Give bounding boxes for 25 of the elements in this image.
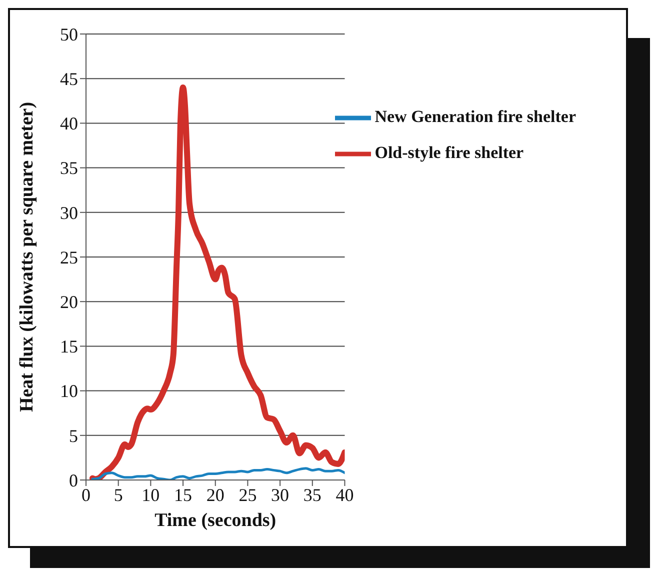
y-tick-label: 20 [60,292,78,312]
y-tick-label: 30 [60,202,78,223]
line-series [91,467,345,480]
y-tick-label: 40 [60,114,78,134]
y-tick-label: 5 [69,426,78,446]
x-tick-label: 5 [114,484,123,505]
y-tick-label: 35 [60,158,78,178]
x-tick-label: 25 [238,484,257,505]
y-tick-label: 10 [60,381,78,402]
legend-label: New Generation fire shelter [374,106,576,126]
x-tick-label: 30 [271,484,290,505]
legend-label: Old-style fire shelter [374,142,524,162]
x-tick-label: 0 [82,484,90,505]
x-axis-title: Time (seconds) [154,510,276,531]
x-tick-label: 20 [206,484,224,505]
y-tick-label: 25 [60,247,78,268]
y-tick-label: 15 [60,336,78,357]
x-tick-label: 10 [142,484,160,505]
x-tick-label: 15 [174,484,192,505]
y-tick-label: 0 [69,470,78,490]
y-tick-label: 45 [60,68,78,89]
y-axis-title: Heat flux (kilowatts per square meter) [16,102,38,412]
x-tick-label: 40 [336,484,354,505]
x-tick-label: 35 [303,484,322,505]
y-tick-label: 50 [60,24,78,44]
